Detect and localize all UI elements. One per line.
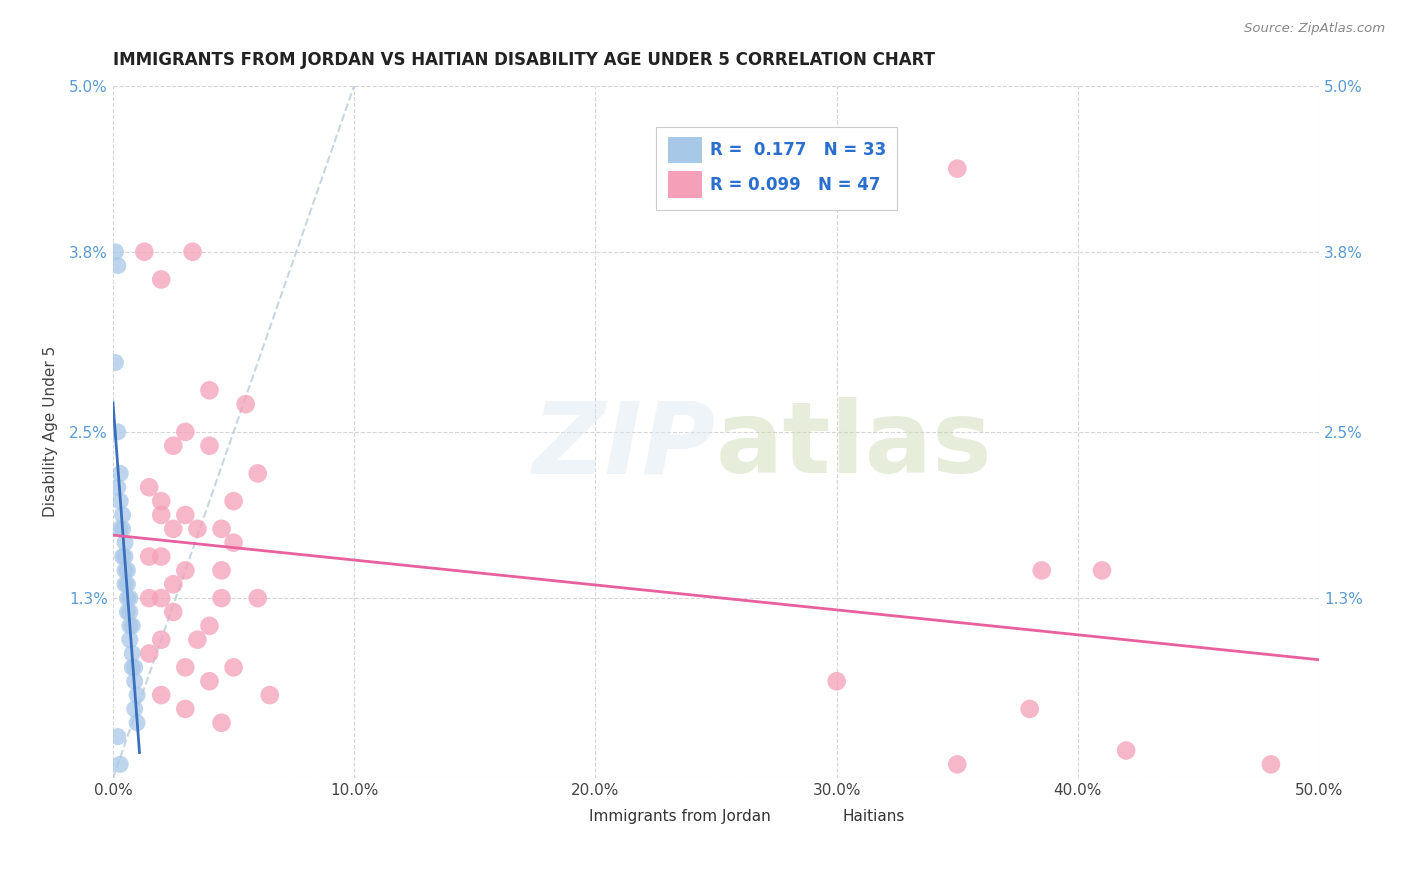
Point <box>121 660 143 674</box>
Point <box>211 563 233 577</box>
Point <box>198 674 221 689</box>
Point <box>186 632 208 647</box>
Point <box>117 605 139 619</box>
Point <box>108 757 131 772</box>
FancyBboxPatch shape <box>668 171 702 198</box>
Point <box>222 660 245 674</box>
Point <box>150 688 173 702</box>
Point <box>134 244 156 259</box>
Point <box>108 522 131 536</box>
Point <box>104 244 127 259</box>
Point <box>946 161 969 176</box>
Point <box>162 439 184 453</box>
Point <box>246 591 269 606</box>
Point <box>1018 702 1040 716</box>
FancyBboxPatch shape <box>668 136 702 163</box>
Point <box>118 632 141 647</box>
Point <box>222 494 245 508</box>
Text: R =  0.177   N = 33: R = 0.177 N = 33 <box>710 141 886 159</box>
Point <box>162 605 184 619</box>
Point <box>104 355 127 369</box>
Text: Immigrants from Jordan: Immigrants from Jordan <box>589 809 770 824</box>
Point <box>150 632 173 647</box>
Point <box>118 605 141 619</box>
Text: IMMIGRANTS FROM JORDAN VS HAITIAN DISABILITY AGE UNDER 5 CORRELATION CHART: IMMIGRANTS FROM JORDAN VS HAITIAN DISABI… <box>112 51 935 69</box>
Point <box>198 384 221 398</box>
Text: Source: ZipAtlas.com: Source: ZipAtlas.com <box>1244 22 1385 36</box>
Point <box>107 480 129 494</box>
Point <box>186 522 208 536</box>
Point <box>946 757 969 772</box>
FancyBboxPatch shape <box>655 127 897 211</box>
Point <box>111 549 134 564</box>
Point <box>118 619 141 633</box>
Point <box>211 591 233 606</box>
Point <box>211 715 233 730</box>
Point <box>114 549 136 564</box>
Text: ZIP: ZIP <box>533 397 716 494</box>
Point <box>162 577 184 591</box>
Point <box>235 397 257 411</box>
Point <box>1115 743 1137 757</box>
Point <box>138 549 160 564</box>
Point <box>117 563 139 577</box>
Point <box>124 674 146 689</box>
Point <box>1260 757 1282 772</box>
Point <box>211 522 233 536</box>
Point <box>198 619 221 633</box>
Point <box>150 549 173 564</box>
Point <box>114 577 136 591</box>
Point <box>174 563 197 577</box>
Point <box>108 494 131 508</box>
Text: R = 0.099   N = 47: R = 0.099 N = 47 <box>710 176 880 194</box>
Point <box>174 508 197 522</box>
Y-axis label: Disability Age Under 5: Disability Age Under 5 <box>44 346 58 517</box>
Point <box>107 730 129 744</box>
Point <box>117 577 139 591</box>
Point <box>162 522 184 536</box>
Point <box>181 244 204 259</box>
Point <box>111 508 134 522</box>
Point <box>150 508 173 522</box>
Point <box>138 591 160 606</box>
Point <box>222 535 245 549</box>
Point <box>124 660 146 674</box>
Point <box>150 494 173 508</box>
Point <box>174 425 197 439</box>
Point <box>117 591 139 606</box>
Point <box>114 563 136 577</box>
Point <box>114 535 136 549</box>
Point <box>198 439 221 453</box>
Text: atlas: atlas <box>716 397 993 494</box>
Point <box>111 522 134 536</box>
Point <box>1091 563 1114 577</box>
Point <box>124 702 146 716</box>
Point <box>118 591 141 606</box>
Text: Haitians: Haitians <box>842 809 905 824</box>
Point <box>150 272 173 286</box>
Point <box>246 467 269 481</box>
Point <box>107 259 129 273</box>
Point <box>825 674 848 689</box>
Point <box>107 425 129 439</box>
Point <box>127 715 149 730</box>
Point <box>138 480 160 494</box>
Point <box>1031 563 1053 577</box>
Point <box>108 467 131 481</box>
Point <box>174 702 197 716</box>
Point <box>138 647 160 661</box>
FancyBboxPatch shape <box>547 805 578 827</box>
Point <box>121 619 143 633</box>
Point <box>121 647 143 661</box>
FancyBboxPatch shape <box>800 805 831 827</box>
Point <box>259 688 281 702</box>
Point <box>150 591 173 606</box>
Point <box>174 660 197 674</box>
Point <box>127 688 149 702</box>
